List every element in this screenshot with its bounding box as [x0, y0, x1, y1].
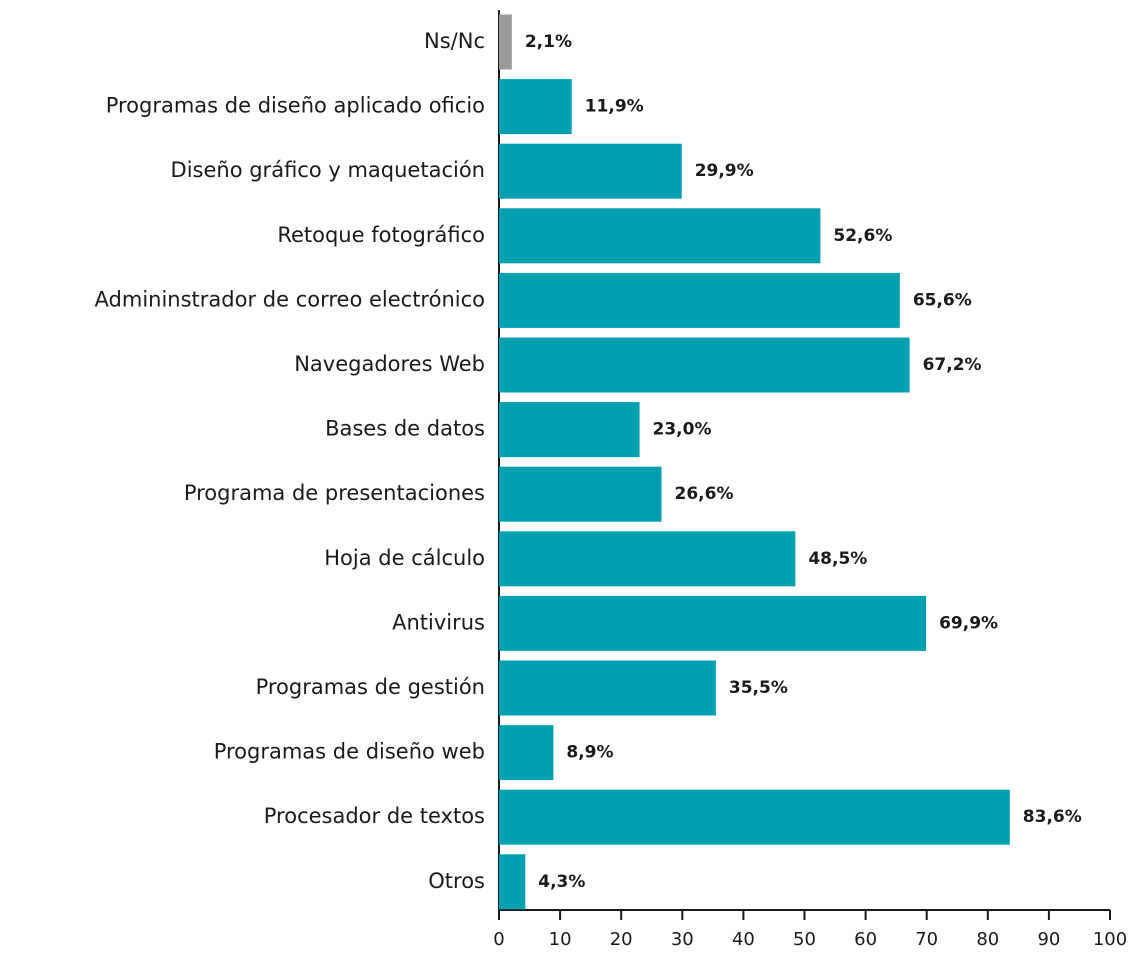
value-label: 29,9% — [695, 161, 754, 181]
bar — [499, 272, 900, 328]
value-label: 11,9% — [585, 97, 644, 117]
value-label: 23,0% — [653, 420, 712, 440]
bar — [499, 79, 572, 135]
bar — [499, 402, 640, 458]
bar — [499, 14, 512, 70]
y-tick-label: Programas de gestión — [256, 675, 485, 699]
bar — [499, 337, 910, 393]
bar — [499, 595, 927, 651]
y-tick-label: Retoque fotográfico — [277, 223, 485, 247]
bar — [499, 466, 662, 522]
bar — [499, 725, 554, 781]
value-label: 4,3% — [538, 872, 585, 892]
x-tick-label: 80 — [976, 929, 999, 950]
bar — [499, 531, 796, 587]
y-tick-label: Programa de presentaciones — [184, 481, 485, 505]
x-tick-label: 70 — [915, 929, 938, 950]
bar — [499, 660, 716, 716]
bar — [499, 789, 1010, 845]
y-tick-label: Bases de datos — [325, 417, 485, 441]
x-tick-label: 90 — [1037, 929, 1060, 950]
bar — [499, 854, 526, 910]
value-label: 67,2% — [923, 355, 982, 375]
value-label: 35,5% — [729, 678, 788, 698]
value-label: 52,6% — [833, 226, 892, 246]
value-label: 26,6% — [675, 484, 734, 504]
value-label: 83,6% — [1023, 807, 1082, 827]
y-tick-label: Navegadores Web — [294, 352, 485, 376]
value-label: 8,9% — [566, 743, 613, 763]
y-tick-label: Otros — [428, 869, 485, 893]
x-tick-label: 0 — [493, 929, 504, 950]
x-tick-label: 10 — [549, 929, 572, 950]
y-tick-label: Diseño gráfico y maquetación — [171, 158, 485, 182]
x-tick-label: 20 — [610, 929, 633, 950]
y-tick-label: Antivirus — [392, 610, 485, 634]
y-tick-label: Hoja de cálculo — [324, 546, 485, 570]
bar — [499, 208, 821, 264]
x-tick-label: 30 — [671, 929, 694, 950]
y-tick-label: Admininstrador de correo electrónico — [95, 287, 485, 311]
x-tick-label: 40 — [732, 929, 755, 950]
x-tick-label: 100 — [1093, 929, 1127, 950]
x-tick-label: 50 — [793, 929, 816, 950]
y-tick-label: Ns/Nc — [424, 29, 485, 53]
value-label: 2,1% — [525, 32, 572, 52]
value-label: 48,5% — [808, 549, 867, 569]
bar — [499, 143, 682, 199]
x-tick-label: 60 — [854, 929, 877, 950]
y-tick-label: Programas de diseño web — [214, 740, 485, 764]
y-tick-label: Programas de diseño aplicado oficio — [106, 94, 485, 118]
y-tick-label: Procesador de textos — [264, 804, 485, 828]
value-label: 69,9% — [939, 613, 998, 633]
value-label: 65,6% — [913, 290, 972, 310]
